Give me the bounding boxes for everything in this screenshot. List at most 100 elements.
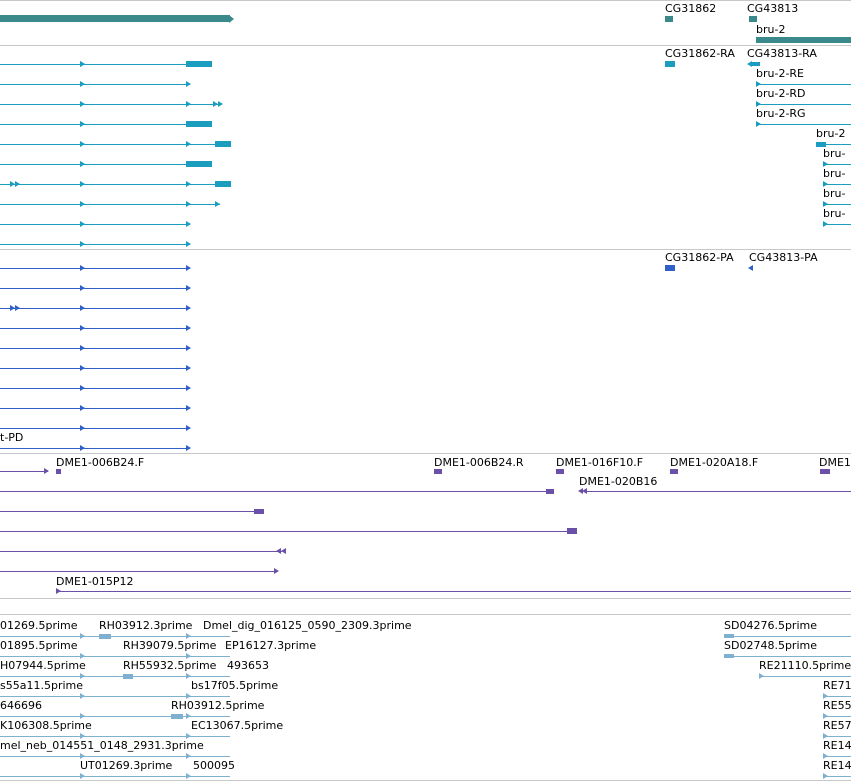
est-label[interactable]: s55a11.5prime: [0, 679, 84, 692]
gene-feature-bru-2[interactable]: [756, 37, 851, 43]
protein-line[interactable]: [0, 428, 190, 429]
transcript-line[interactable]: [0, 164, 186, 165]
gene-label-cg43813[interactable]: CG43813: [747, 2, 799, 15]
clone-line[interactable]: [0, 471, 48, 472]
clone-block[interactable]: [254, 509, 264, 514]
gene-label-cg31862[interactable]: CG31862: [665, 2, 717, 15]
est-line[interactable]: [0, 676, 230, 677]
transcript-exon-block[interactable]: [186, 61, 212, 67]
est-block[interactable]: [99, 634, 111, 639]
clone-line[interactable]: [56, 591, 851, 592]
transcript-line[interactable]: [823, 164, 851, 165]
est-label[interactable]: SD04276.5prime: [724, 619, 817, 632]
transcript-label-cg31862-ra[interactable]: CG31862-RA: [665, 47, 735, 60]
protein-label-t-pd[interactable]: t-PD: [0, 431, 24, 444]
est-label[interactable]: Dmel_dig_016125_0590_2309.3prime: [203, 619, 412, 632]
transcript-exon-block[interactable]: [215, 181, 231, 187]
transcript-feature-cg43813-ra[interactable]: [752, 62, 760, 66]
est-label[interactable]: RE14: [823, 759, 851, 772]
gene-feature-cg43813[interactable]: [749, 16, 757, 22]
clone-block[interactable]: [546, 489, 554, 494]
transcript-exon-block[interactable]: [186, 121, 212, 127]
protein-line[interactable]: [0, 328, 190, 329]
transcript-exon-block[interactable]: [215, 141, 231, 147]
est-line[interactable]: [0, 716, 230, 717]
transcript-line[interactable]: [823, 224, 851, 225]
est-line[interactable]: [0, 756, 230, 757]
clone-line[interactable]: [585, 491, 851, 492]
est-label[interactable]: EC13067.5prime: [191, 719, 284, 732]
protein-label-cg31862-pa[interactable]: CG31862-PA: [665, 251, 734, 264]
est-label[interactable]: RH39079.5prime: [123, 639, 217, 652]
clone-label-dme1-016f10-f[interactable]: DME1-016F10.F: [556, 456, 644, 469]
transcript-line[interactable]: [0, 84, 190, 85]
transcript-line[interactable]: [0, 124, 186, 125]
est-label[interactable]: RE57: [823, 719, 851, 732]
transcript-line[interactable]: [756, 84, 851, 85]
est-label[interactable]: 493653: [227, 659, 269, 672]
transcript-line[interactable]: [0, 64, 186, 65]
protein-line[interactable]: [0, 288, 190, 289]
clone-label-dme1-006b24-r[interactable]: DME1-006B24.R: [434, 456, 524, 469]
est-line[interactable]: [823, 776, 851, 777]
est-label[interactable]: K106308.5prime: [0, 719, 92, 732]
protein-line[interactable]: [0, 408, 190, 409]
clone-line[interactable]: [0, 571, 276, 572]
transcript-label-bru-c[interactable]: bru-: [823, 187, 846, 200]
gene-feature[interactable]: [0, 15, 230, 22]
transcript-line[interactable]: [0, 104, 220, 105]
transcript-line[interactable]: [756, 124, 851, 125]
est-block[interactable]: [724, 654, 734, 658]
protein-line[interactable]: [0, 268, 190, 269]
clone-block[interactable]: [670, 469, 678, 474]
clone-line[interactable]: [0, 531, 575, 532]
transcript-line[interactable]: [0, 204, 220, 205]
transcript-label-bru-2-rd[interactable]: bru-2-RD: [756, 87, 806, 100]
est-line[interactable]: [0, 636, 230, 637]
transcript-line[interactable]: [826, 144, 851, 145]
clone-block[interactable]: [434, 469, 442, 474]
est-label[interactable]: mel_neb_014551_0148_2931.3prime: [0, 739, 204, 752]
transcript-exon-block[interactable]: [816, 142, 826, 147]
est-label[interactable]: RH55932.5prime: [123, 659, 217, 672]
transcript-line[interactable]: [0, 244, 190, 245]
est-label[interactable]: RE14: [823, 739, 851, 752]
transcript-line[interactable]: [0, 144, 215, 145]
clone-label-dme1[interactable]: DME1: [819, 456, 851, 469]
est-line[interactable]: [823, 716, 851, 717]
est-line[interactable]: [0, 776, 230, 777]
est-label[interactable]: 01269.5prime: [0, 619, 78, 632]
transcript-label-cg43813-ra[interactable]: CG43813-RA: [747, 47, 817, 60]
protein-line[interactable]: [0, 348, 190, 349]
clone-line[interactable]: [0, 491, 552, 492]
clone-block[interactable]: [820, 469, 830, 474]
protein-line[interactable]: [0, 308, 190, 309]
est-block[interactable]: [724, 634, 734, 638]
gene-label-bru-2[interactable]: bru-2: [756, 23, 786, 36]
est-label[interactable]: 646696: [0, 699, 42, 712]
transcript-line[interactable]: [823, 184, 851, 185]
est-label[interactable]: RE55: [823, 699, 851, 712]
est-line[interactable]: [823, 736, 851, 737]
protein-line[interactable]: [0, 448, 190, 449]
clone-block[interactable]: [56, 469, 61, 474]
transcript-line[interactable]: [756, 104, 851, 105]
transcript-feature-cg31862-ra[interactable]: [665, 61, 675, 67]
est-line[interactable]: [724, 656, 851, 657]
est-block[interactable]: [171, 714, 183, 719]
est-label[interactable]: H07944.5prime: [0, 659, 86, 672]
protein-line[interactable]: [0, 368, 190, 369]
est-line[interactable]: [0, 736, 230, 737]
est-label[interactable]: RE71: [823, 679, 851, 692]
est-line[interactable]: [823, 696, 851, 697]
clone-label-dme1-020a18-f[interactable]: DME1-020A18.F: [670, 456, 759, 469]
est-label[interactable]: RE21110.5prime: [759, 659, 851, 672]
est-label[interactable]: 500095: [193, 759, 235, 772]
est-block[interactable]: [123, 674, 133, 679]
transcript-label-bru-a[interactable]: bru-: [823, 147, 846, 160]
clone-label-dme1-020b16[interactable]: DME1-020B16: [579, 475, 658, 488]
protein-feature-cg31862-pa[interactable]: [665, 265, 675, 271]
est-label[interactable]: EP16127.3prime: [225, 639, 317, 652]
est-line[interactable]: [724, 636, 851, 637]
clone-label-dme1-006b24-f[interactable]: DME1-006B24.F: [56, 456, 145, 469]
